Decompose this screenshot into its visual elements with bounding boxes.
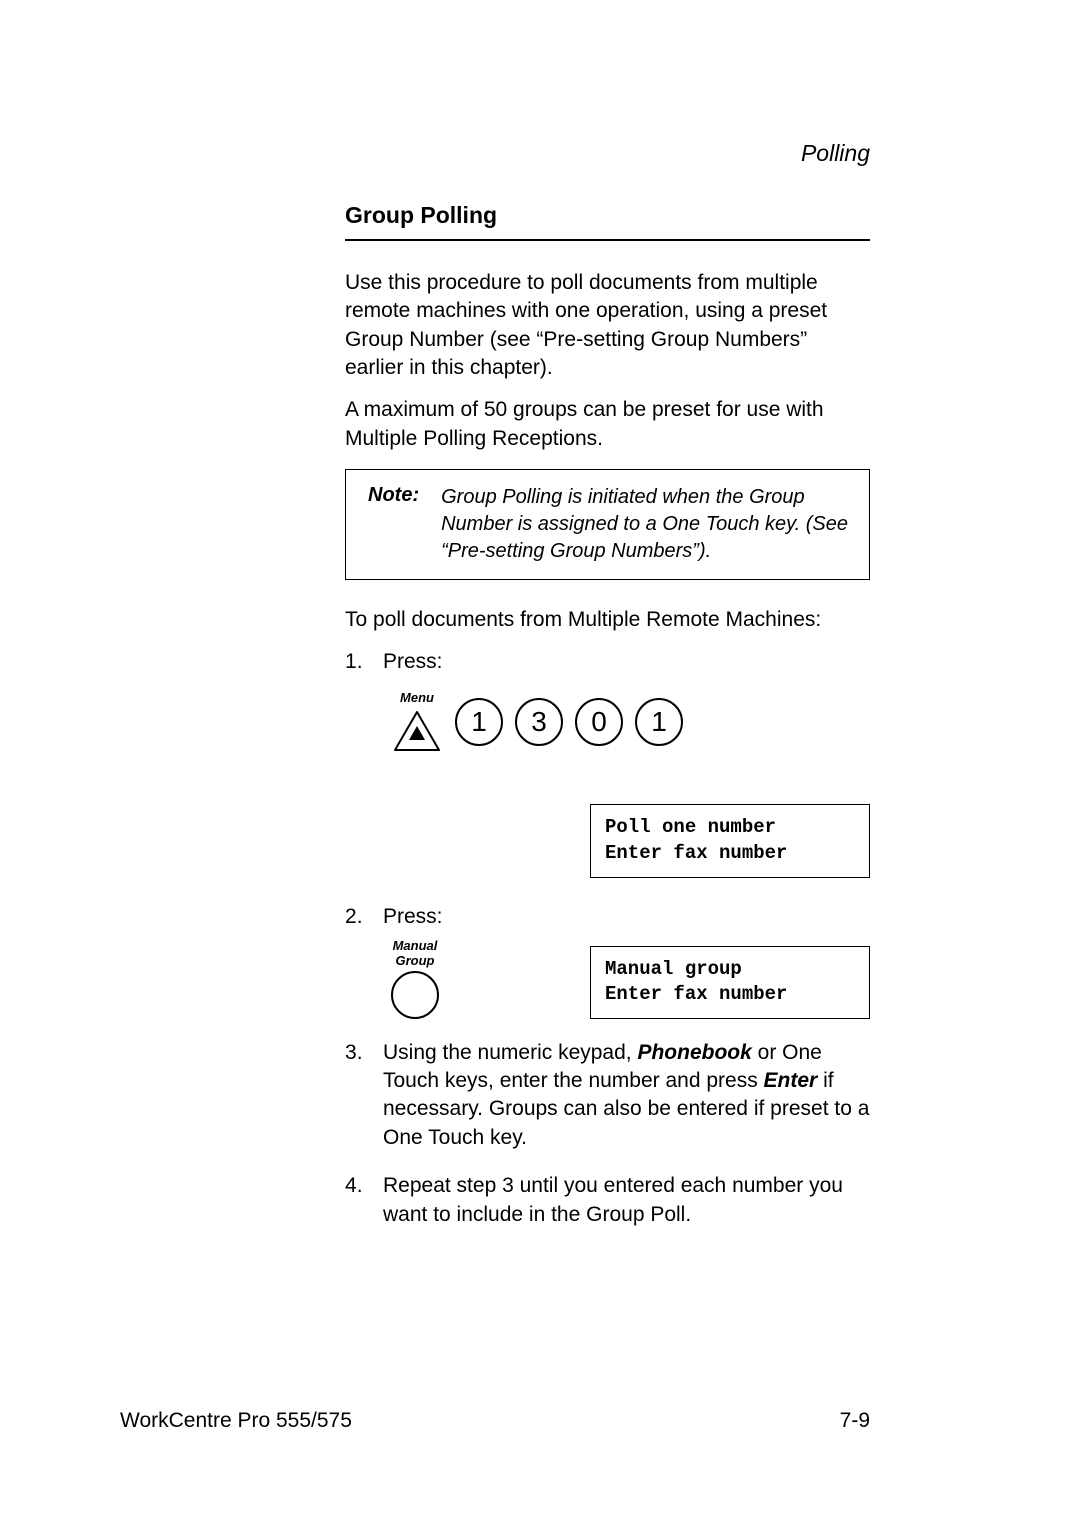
note-label: Note: <box>368 484 419 565</box>
keypad-key-2: 3 <box>515 698 563 746</box>
menu-button: Menu <box>391 689 443 755</box>
header-section-label: Polling <box>120 140 950 167</box>
step-4: Repeat step 3 until you entered each num… <box>345 1172 870 1229</box>
step-3-phonebook: Phonebook <box>637 1041 751 1064</box>
lcd-display-2: Manual group Enter fax number <box>590 946 870 1019</box>
footer: WorkCentre Pro 555/575 7-9 <box>120 1409 950 1433</box>
step-1-text: Press: <box>383 650 443 673</box>
display-2-line-1: Manual group <box>605 957 855 983</box>
lcd-display-1: Poll one number Enter fax number <box>590 804 870 877</box>
manual-label-line-1: Manual <box>393 938 438 953</box>
note-box: Note: Group Polling is initiated when th… <box>345 469 870 580</box>
manual-group-label: Manual Group <box>393 939 438 969</box>
keypad-key-4: 1 <box>635 698 683 746</box>
intro-paragraph-1: Use this procedure to poll documents fro… <box>345 269 870 382</box>
page-container: Polling Group Polling Use this procedure… <box>0 0 1080 1528</box>
step-3-prefix: Using the numeric keypad, <box>383 1041 637 1064</box>
section-title: Group Polling <box>345 202 870 241</box>
note-text: Group Polling is initiated when the Grou… <box>441 484 849 565</box>
display-2-line-2: Enter fax number <box>605 982 855 1008</box>
menu-triangle-icon <box>391 708 443 754</box>
step-1: Press: Menu 1 3 0 1 <box>345 648 870 877</box>
keypad-key-3: 0 <box>575 698 623 746</box>
manual-label-line-2: Group <box>395 953 434 968</box>
keypad-key-1: 1 <box>455 698 503 746</box>
footer-right: 7-9 <box>840 1409 870 1433</box>
circle-key-icon <box>391 971 439 1019</box>
step-3: Using the numeric keypad, Phonebook or O… <box>345 1039 870 1152</box>
step-2: Press: Manual Group Manual group Enter f… <box>345 903 870 1019</box>
intro-paragraph-2: A maximum of 50 groups can be preset for… <box>345 396 870 453</box>
display-1-line-1: Poll one number <box>605 815 855 841</box>
footer-left: WorkCentre Pro 555/575 <box>120 1409 352 1433</box>
content-area: Group Polling Use this procedure to poll… <box>345 202 870 1229</box>
step-4-text: Repeat step 3 until you entered each num… <box>383 1174 843 1225</box>
keypad-row: Menu 1 3 0 1 <box>391 689 870 755</box>
menu-label: Menu <box>400 689 434 707</box>
step-2-text: Press: <box>383 905 443 928</box>
step-3-enter: Enter <box>764 1069 818 1092</box>
display-1-line-2: Enter fax number <box>605 841 855 867</box>
step-list: Press: Menu 1 3 0 1 <box>345 648 870 1228</box>
display-wrapper-1: Poll one number Enter fax number <box>383 784 870 877</box>
manual-group-button: Manual Group <box>391 939 439 1019</box>
lead-in-text: To poll documents from Multiple Remote M… <box>345 606 870 634</box>
